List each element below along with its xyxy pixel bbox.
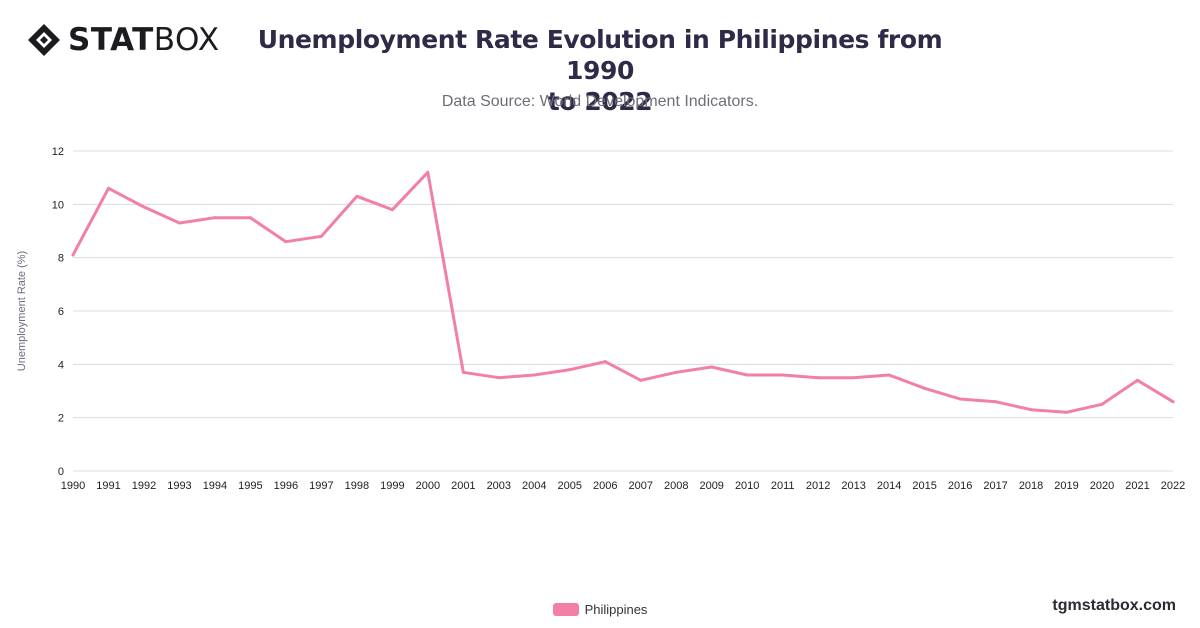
x-tick-label: 2014 — [877, 480, 901, 492]
x-tick-label: 1996 — [274, 480, 298, 492]
x-tick-label: 1998 — [345, 480, 369, 492]
data-point — [106, 186, 110, 190]
x-tick-label: 1995 — [238, 480, 262, 492]
y-axis-label: Unemployment Rate (%) — [16, 251, 28, 371]
y-tick-label: 6 — [58, 306, 64, 318]
diamond-logo-icon — [28, 24, 60, 56]
x-tick-label: 2010 — [735, 480, 759, 492]
data-point — [426, 170, 430, 174]
x-tick-label: 2016 — [948, 480, 972, 492]
x-tick-label: 2021 — [1125, 480, 1149, 492]
data-point — [390, 208, 394, 212]
x-tick-label: 2020 — [1090, 480, 1114, 492]
data-point — [497, 376, 501, 380]
data-point — [355, 194, 359, 198]
data-point — [142, 205, 146, 209]
statbox-logo: STATBOX — [26, 22, 220, 58]
x-tick-label: 2022 — [1161, 480, 1185, 492]
x-tick-label: 1992 — [132, 480, 156, 492]
chart-subtitle: Data Source: World Development Indicator… — [441, 93, 759, 110]
x-tick-label: 1994 — [203, 480, 227, 492]
data-point — [568, 368, 572, 372]
x-tick-label: 1991 — [96, 480, 120, 492]
data-point — [532, 373, 536, 377]
y-tick-label: 4 — [58, 359, 64, 371]
logo-text: STATBOX — [68, 22, 220, 58]
data-point — [781, 373, 785, 377]
data-point — [674, 370, 678, 374]
brand-footer: tgmstatbox.com — [1052, 597, 1176, 614]
x-tick-label: 2007 — [628, 480, 652, 492]
data-point — [816, 376, 820, 380]
data-point — [923, 386, 927, 390]
chart-title-line1: Unemployment Rate Evolution in Philippin… — [257, 25, 943, 85]
x-tick-label: 2011 — [771, 480, 795, 492]
y-tick-label: 0 — [58, 466, 64, 478]
x-tick-label: 2004 — [522, 480, 546, 492]
x-tick-label: 2012 — [806, 480, 830, 492]
data-point — [887, 373, 891, 377]
data-point — [1065, 410, 1069, 414]
x-tick-label: 2008 — [664, 480, 688, 492]
data-point — [852, 376, 856, 380]
x-tick-label: 2019 — [1054, 480, 1078, 492]
series-line-philippines — [71, 170, 1175, 414]
x-tick-label: 2003 — [487, 480, 511, 492]
data-point — [1029, 408, 1033, 412]
x-tick-label: 2001 — [451, 480, 475, 492]
data-point — [639, 378, 643, 382]
x-tick-label: 2000 — [416, 480, 440, 492]
x-tick-label: 1997 — [309, 480, 333, 492]
data-point — [603, 360, 607, 364]
data-point — [71, 253, 75, 257]
data-point — [710, 365, 714, 369]
chart-title-line2: to 2022 — [547, 87, 653, 116]
x-tick-label: 1993 — [167, 480, 191, 492]
data-point — [745, 373, 749, 377]
data-point — [213, 216, 217, 220]
x-tick-label: 2017 — [983, 480, 1007, 492]
y-tick-label: 2 — [58, 413, 64, 425]
y-tick-label: 12 — [52, 146, 64, 158]
legend-swatch-philippines — [552, 603, 579, 616]
data-point — [461, 370, 465, 374]
data-point — [284, 240, 288, 244]
x-tick-label: 2005 — [558, 480, 582, 492]
data-point — [1171, 400, 1175, 404]
chart-title: Unemployment Rate Evolution in Philippin… — [250, 24, 950, 117]
data-point — [994, 400, 998, 404]
data-point — [319, 234, 323, 238]
data-point — [958, 397, 962, 401]
data-point — [1100, 402, 1104, 406]
x-tick-label: 2015 — [912, 480, 936, 492]
data-point — [177, 221, 181, 225]
data-point — [248, 216, 252, 220]
legend-label-philippines: Philippines — [584, 602, 648, 617]
data-point — [1136, 378, 1140, 382]
y-tick-label: 10 — [52, 199, 64, 211]
legend[interactable]: Philippines — [0, 602, 1200, 617]
x-tick-label: 2018 — [1019, 480, 1043, 492]
x-tick-label: 2009 — [699, 480, 723, 492]
x-tick-label: 2013 — [841, 480, 865, 492]
x-tick-label: 2006 — [593, 480, 617, 492]
x-tick-label: 1990 — [61, 480, 85, 492]
x-tick-label: 1999 — [380, 480, 404, 492]
y-tick-label: 8 — [58, 253, 64, 265]
